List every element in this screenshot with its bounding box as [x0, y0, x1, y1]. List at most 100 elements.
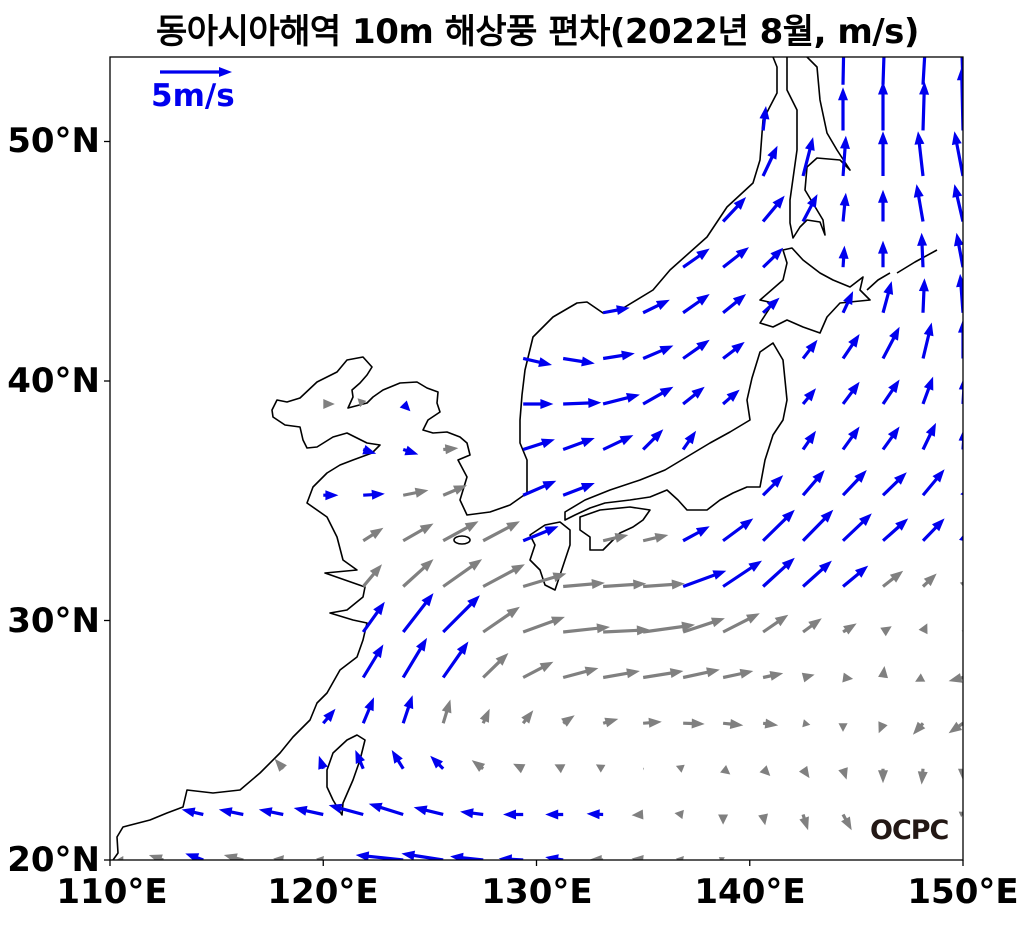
wind-vector [960, 492, 963, 496]
wind-vector [273, 855, 284, 860]
wind-vector [682, 526, 710, 543]
wind-vector [441, 699, 452, 724]
wind-vector [482, 606, 520, 634]
wind-vector [761, 475, 784, 497]
wind-vector [363, 489, 385, 500]
wind-vector [762, 297, 780, 314]
wind-vector [293, 805, 324, 817]
wind-vector [722, 613, 760, 634]
wind-vector [545, 854, 564, 860]
wind-vector [881, 472, 907, 497]
wind-vector [602, 717, 619, 728]
wind-vector [563, 623, 610, 634]
wind-vector [880, 626, 892, 637]
wind-vector [722, 389, 740, 406]
wind-vector [642, 668, 684, 680]
wind-vector [482, 653, 509, 679]
wind-vector [401, 637, 427, 679]
wind-vector [762, 671, 784, 681]
wind-vector [258, 807, 284, 817]
wind-vector [801, 509, 834, 542]
wind-vector [355, 750, 365, 770]
wind-vector [563, 398, 602, 408]
wind-vector [802, 719, 811, 728]
wind-vector [675, 856, 684, 860]
wind-vector [958, 379, 963, 404]
wind-vector [402, 445, 419, 456]
wind-vector [116, 856, 124, 860]
wind-vector [181, 807, 204, 818]
wind-vector [921, 322, 934, 359]
wind-vector [878, 768, 888, 784]
wind-vector [799, 765, 810, 779]
wind-vector [759, 106, 770, 131]
wind-vector [522, 438, 555, 451]
wind-vector [413, 805, 444, 816]
wind-vector [921, 422, 936, 451]
wind-vector [921, 518, 945, 542]
wind-vector [917, 232, 928, 268]
wind-vector [450, 852, 484, 860]
wind-vector [522, 661, 554, 679]
wind-vector [399, 400, 411, 412]
wind-vector [355, 851, 404, 860]
wind-vector [401, 850, 444, 860]
wind-vector [842, 623, 857, 635]
wind-vector [643, 717, 662, 728]
wind-vector [682, 617, 725, 634]
wind-vector [918, 278, 929, 313]
ocpc-logo: OCPC [870, 815, 949, 846]
wind-vector [631, 809, 644, 820]
wind-vector [498, 854, 524, 860]
wind-vector [602, 350, 635, 361]
wind-vector [762, 247, 784, 269]
wind-vector [718, 857, 725, 860]
wind-vector [430, 755, 445, 770]
wind-vector [402, 523, 434, 543]
wind-vector [802, 560, 832, 588]
wind-vector [642, 429, 664, 451]
wind-vector [799, 814, 809, 831]
wind-vector [801, 470, 825, 497]
wind-vector [595, 764, 606, 773]
wind-vector [722, 247, 749, 269]
wind-vector [958, 430, 963, 450]
y-tick-label-40N: 40°N [7, 361, 100, 401]
wind-vector [878, 131, 888, 176]
wind-vector [441, 641, 469, 679]
wind-vector [588, 855, 604, 860]
wind-vector [721, 197, 747, 223]
wind-vector [562, 437, 595, 451]
wind-vector [402, 487, 429, 498]
wind-vector [362, 445, 377, 455]
wind-vector [642, 386, 674, 406]
x-tick-label-120E: 120°E [267, 872, 379, 912]
wind-vector [841, 57, 846, 85]
coastline-taiwan [326, 734, 366, 816]
wind-vector [881, 326, 900, 360]
wind-vector [878, 240, 888, 268]
wind-vector [838, 767, 848, 780]
coastline-kyushu [529, 521, 571, 591]
wind-vector [841, 381, 860, 405]
wind-vector [361, 697, 374, 724]
wind-vector [801, 430, 816, 451]
wind-vector [603, 579, 647, 590]
coastline-honshu [564, 342, 788, 521]
wind-vector [642, 299, 670, 315]
wind-vector [722, 518, 754, 542]
wind-vector [401, 695, 414, 724]
wind-vector [882, 518, 909, 542]
wind-vector [442, 485, 467, 497]
wind-vector [722, 560, 762, 588]
wind-vector [148, 854, 164, 860]
wind-vector [602, 393, 640, 406]
wind-vector [842, 565, 869, 588]
wind-vector [839, 192, 850, 222]
wind-vector [368, 802, 404, 816]
wind-vector [722, 719, 744, 729]
wind-vector [442, 559, 483, 588]
wind-vector [878, 81, 888, 131]
wind-vector [921, 376, 934, 405]
